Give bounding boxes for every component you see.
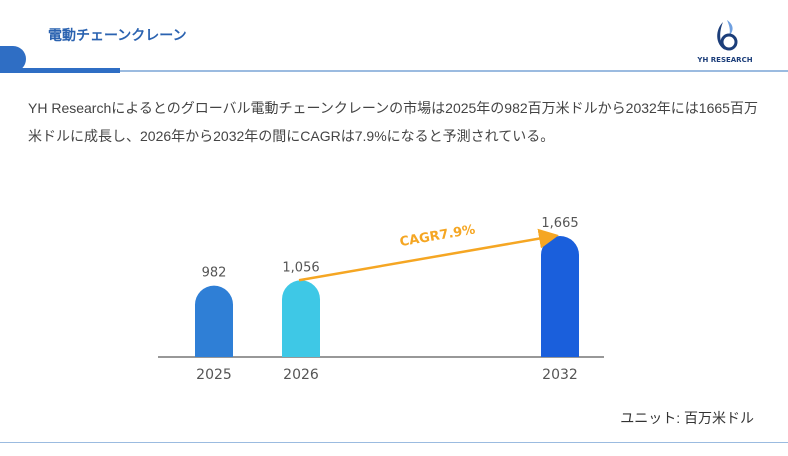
value-label: 1,056: [282, 260, 319, 275]
category-label: 2026: [283, 367, 319, 383]
bar-2025: [195, 285, 233, 357]
footer-divider: [0, 442, 788, 443]
value-label: 1,665: [541, 216, 578, 231]
header-accent-tab: [0, 46, 26, 72]
cagr-label: CAGR7.9%: [399, 222, 477, 250]
market-description: YH Researchによるとのグローバル電動チェーンクレーンの市場は2025年…: [28, 100, 758, 144]
logo-icon: [717, 20, 738, 51]
logo-text: YH RESEARCH: [697, 56, 753, 64]
unit-label: ユニット: 百万米ドル: [620, 410, 754, 426]
category-label: 2032: [542, 367, 578, 383]
header-divider: [120, 70, 788, 72]
value-label: 982: [202, 266, 227, 281]
bar-2032: [541, 236, 579, 357]
yh-research-logo: YH RESEARCH: [695, 18, 755, 64]
header-accent-bar: [0, 68, 120, 73]
cagr-arrow: [298, 228, 559, 282]
category-label: 2025: [196, 367, 232, 383]
page-title: 電動チェーンクレーン: [48, 28, 187, 44]
bar-2026: [282, 280, 320, 357]
